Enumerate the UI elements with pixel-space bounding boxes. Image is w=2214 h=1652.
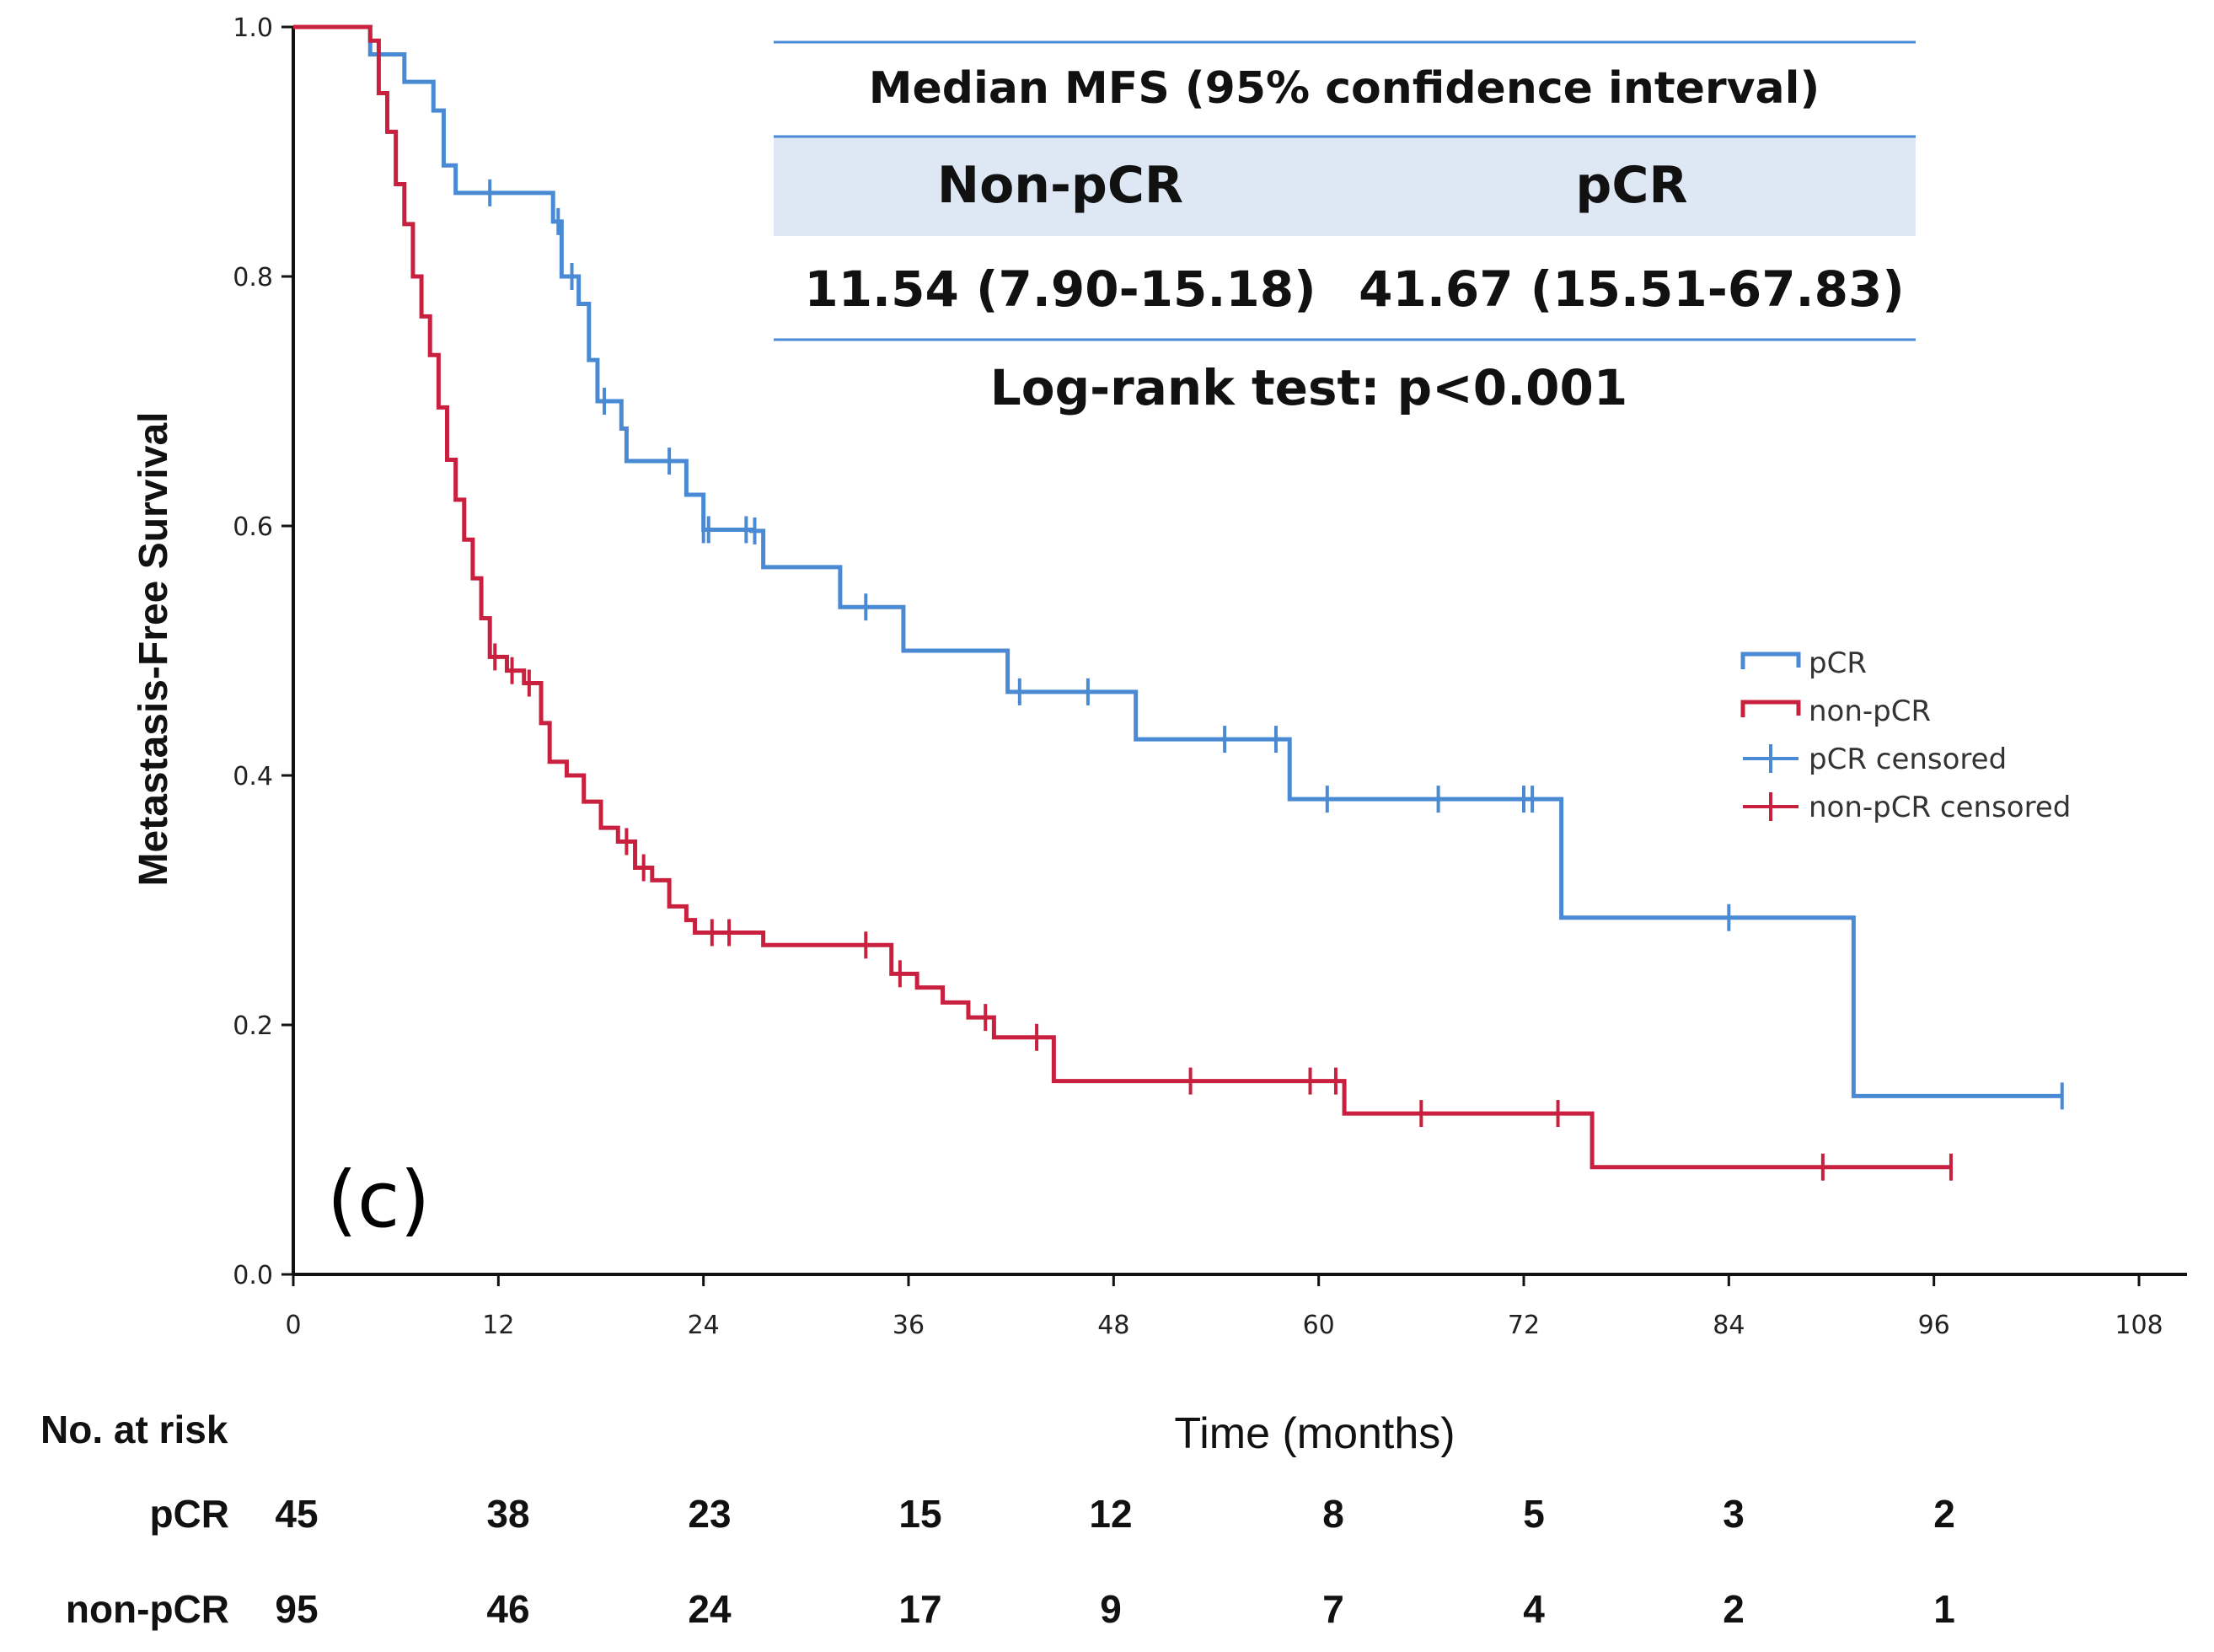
x-tick-label: 84 bbox=[1713, 1311, 1745, 1340]
y-tick-label: 0.2 bbox=[233, 1011, 273, 1041]
x-tick-label: 24 bbox=[688, 1311, 720, 1340]
risk-cell: 17 bbox=[898, 1587, 941, 1631]
summary-table-header-bg bbox=[774, 137, 1916, 236]
series-line-pCR bbox=[293, 24, 2062, 1098]
y-ticks: 0.0 0.2 0.4 0.6 0.8 1.0 bbox=[233, 13, 293, 1290]
x-tick-label: 60 bbox=[1303, 1311, 1335, 1340]
y-tick-label: 0.4 bbox=[233, 762, 273, 791]
risk-cell: 15 bbox=[898, 1492, 941, 1536]
risk-cell: 9 bbox=[1100, 1587, 1122, 1631]
risk-cell: 1 bbox=[1933, 1587, 1955, 1631]
panel-label: (c) bbox=[327, 1155, 430, 1245]
risk-cell: 45 bbox=[275, 1492, 318, 1536]
risk-cell: 4 bbox=[1523, 1587, 1545, 1631]
risk-cell: 95 bbox=[275, 1587, 318, 1631]
risk-cell: 24 bbox=[688, 1587, 732, 1631]
risk-cell: 2 bbox=[1723, 1587, 1745, 1631]
risk-row-label: non-pCR bbox=[66, 1587, 229, 1631]
log-rank-test-label: Log-rank test: p<0.001 bbox=[990, 359, 1627, 416]
y-tick-label: 0.8 bbox=[233, 263, 273, 292]
y-tick-label: 0.6 bbox=[233, 512, 273, 542]
x-tick-label: 12 bbox=[482, 1311, 514, 1340]
x-tick-label: 48 bbox=[1097, 1311, 1129, 1340]
risk-cell: 8 bbox=[1322, 1492, 1344, 1536]
risk-row-label: pCR bbox=[149, 1492, 229, 1536]
legend: pCR non-pCR pCR censored non-pCR censored bbox=[1740, 646, 2071, 824]
y-tick-label: 1.0 bbox=[233, 13, 273, 43]
risk-cell: 2 bbox=[1933, 1492, 1955, 1536]
summary-table: Median MFS (95% confidence interval) Non… bbox=[774, 40, 1916, 416]
summary-table-col2-header: pCR bbox=[1575, 156, 1687, 215]
x-tick-label: 72 bbox=[1508, 1311, 1540, 1340]
risk-cell: 46 bbox=[486, 1587, 529, 1631]
risk-cell: 12 bbox=[1089, 1492, 1132, 1536]
x-tick-label: 108 bbox=[2115, 1311, 2163, 1340]
legend-label: non-pCR censored bbox=[1809, 791, 2071, 824]
x-tick-label: 36 bbox=[893, 1311, 925, 1340]
x-axis-title: Time (months) bbox=[1174, 1409, 1455, 1458]
risk-table-title: No. at risk bbox=[40, 1408, 228, 1451]
x-tick-label: 0 bbox=[285, 1311, 301, 1340]
risk-cell: 3 bbox=[1723, 1492, 1745, 1536]
summary-table-col1-value: 11.54 (7.90-15.18) bbox=[804, 260, 1316, 318]
series-layer bbox=[293, 24, 2064, 1181]
legend-label: pCR censored bbox=[1809, 743, 2007, 776]
y-tick-label: 0.0 bbox=[233, 1261, 273, 1290]
legend-swatch bbox=[1740, 700, 1801, 717]
risk-cell: 5 bbox=[1523, 1492, 1545, 1536]
risk-cell: 38 bbox=[486, 1492, 529, 1536]
x-tick-label: 96 bbox=[1918, 1311, 1950, 1340]
summary-table-title: Median MFS (95% confidence interval) bbox=[869, 63, 1820, 114]
risk-cell: 23 bbox=[688, 1492, 731, 1536]
y-axis-title: Metastasis-Free Survival bbox=[131, 412, 176, 887]
legend-label: non-pCR bbox=[1809, 695, 1931, 728]
summary-table-col2-value: 41.67 (15.51-67.83) bbox=[1359, 260, 1905, 318]
summary-table-col1-header: Non-pCR bbox=[937, 156, 1183, 215]
x-ticks: 0 12 24 36 48 60 72 84 96 108 bbox=[285, 1274, 2163, 1340]
axes bbox=[292, 27, 2187, 1276]
legend-swatch bbox=[1740, 652, 1801, 669]
risk-cell: 7 bbox=[1322, 1587, 1344, 1631]
series-line-non-pCR bbox=[293, 24, 1951, 1170]
legend-label: pCR bbox=[1809, 646, 1867, 680]
